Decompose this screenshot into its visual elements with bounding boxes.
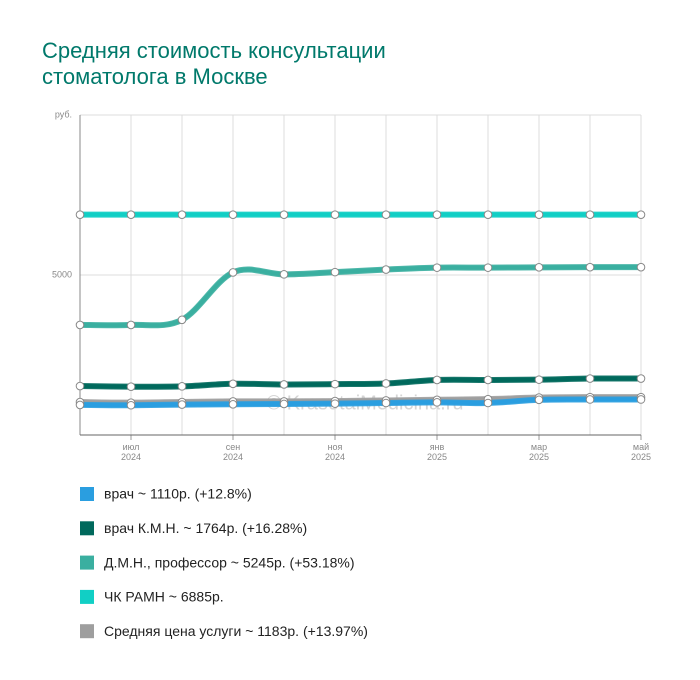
- point: [75, 400, 85, 410]
- point: [636, 210, 646, 219]
- point: [330, 379, 340, 389]
- point: [483, 375, 493, 385]
- point: [177, 210, 187, 219]
- point: [534, 263, 544, 272]
- point: [279, 380, 289, 389]
- point: [75, 381, 85, 391]
- point: [126, 400, 136, 410]
- x-tick-label: июл 2024: [121, 442, 141, 462]
- legend-label: Средняя цена услуги ~ 1183р. (+13.97%): [104, 623, 368, 639]
- x-tick-label: янв 2025: [427, 442, 447, 462]
- point: [483, 210, 493, 219]
- point: [636, 395, 646, 404]
- point: [432, 210, 442, 219]
- point: [381, 265, 391, 274]
- point: [330, 210, 340, 219]
- point: [534, 375, 544, 384]
- point: [177, 382, 187, 391]
- legend-swatch: [80, 487, 94, 501]
- point: [228, 379, 238, 389]
- legend-label: ЧК РАМН ~ 6885р.: [104, 589, 224, 605]
- point: [585, 262, 595, 272]
- point: [126, 382, 136, 391]
- point: [126, 210, 136, 219]
- point: [483, 263, 493, 272]
- point: [432, 375, 442, 385]
- point: [534, 210, 544, 219]
- x-tick-label: ноя 2024: [325, 442, 345, 462]
- y-tick-label: 5000: [52, 269, 72, 279]
- point: [75, 320, 85, 330]
- point: [126, 320, 136, 330]
- point: [177, 315, 187, 325]
- point: [381, 379, 391, 388]
- point: [75, 210, 85, 219]
- point: [432, 398, 442, 407]
- y-tick-label: руб.: [55, 109, 72, 119]
- point: [585, 210, 595, 219]
- legend-swatch: [80, 521, 94, 536]
- point: [177, 400, 187, 409]
- point: [585, 395, 595, 404]
- point: [279, 270, 289, 279]
- legend-swatch: [80, 589, 94, 604]
- x-tick-label: май 2025: [631, 442, 651, 462]
- point: [228, 399, 238, 409]
- series-line-outline: [79, 264, 642, 329]
- legend-swatch: [80, 624, 94, 639]
- point: [636, 262, 646, 272]
- point: [228, 268, 238, 277]
- point: [483, 398, 493, 408]
- point: [636, 374, 646, 383]
- x-tick-label: сен 2024: [223, 442, 243, 462]
- chart-title: стоматолога в Москве: [42, 64, 268, 89]
- point: [228, 210, 238, 219]
- point: [279, 399, 289, 409]
- legend-swatch: [80, 555, 94, 570]
- point: [585, 374, 595, 383]
- point: [534, 395, 544, 405]
- series-line: [79, 265, 642, 328]
- legend-label: врач ~ 1110р. (+12.8%): [104, 486, 252, 502]
- x-tick-label: мар 2025: [529, 442, 549, 462]
- point: [330, 267, 340, 277]
- chart-title: Средняя стоимость консультации: [42, 38, 386, 63]
- point: [432, 263, 442, 272]
- point: [381, 398, 391, 408]
- series-line: [79, 376, 642, 389]
- point: [381, 210, 391, 219]
- legend-label: врач К.М.Н. ~ 1764р. (+16.28%): [104, 520, 307, 536]
- point: [330, 399, 340, 408]
- legend-label: Д.М.Н., профессор ~ 5245р. (+53.18%): [104, 554, 355, 570]
- point: [279, 210, 289, 219]
